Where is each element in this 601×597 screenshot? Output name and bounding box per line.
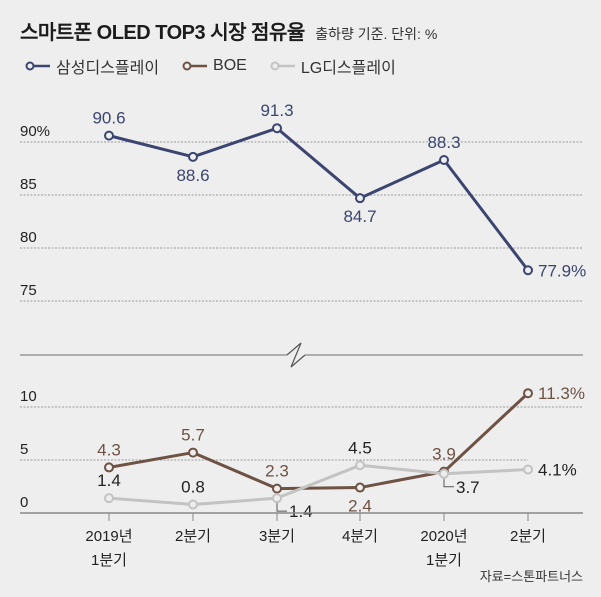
chart-title: 스마트폰 OLED TOP3 시장 점유율: [20, 22, 305, 44]
y-tick-label: 85: [20, 176, 37, 193]
data-label: 77.9%: [538, 261, 586, 280]
data-label: 88.6: [176, 166, 209, 185]
chart-subtitle: 출하량 기준. 단위: %: [315, 26, 438, 42]
data-label: 4.3: [97, 440, 121, 459]
data-label: 3.7: [456, 478, 480, 497]
legend-marker-icon: [270, 61, 295, 71]
data-point: [439, 155, 449, 166]
data-label: 4.5: [348, 438, 372, 457]
y-tick-label: 90%: [20, 123, 50, 140]
x-tick-label: 4분기: [342, 528, 378, 545]
data-label: 0.8: [181, 478, 205, 497]
data-label: 1.4: [97, 471, 121, 490]
data-label: 1.4: [289, 502, 313, 521]
legend: 삼성디스플레이 BOE LG디스플레이: [24, 54, 418, 78]
x-tick-label: 3분기: [259, 528, 295, 545]
data-label: 2.4: [348, 497, 372, 516]
series-line-LG디스플레이: [108, 463, 529, 507]
data-label: 4.1%: [538, 461, 577, 480]
x-tick-label: 2020년: [420, 528, 467, 545]
x-tick-label: 2분기: [175, 528, 211, 545]
legend-marker-icon: [182, 61, 208, 71]
x-tick-label: 2019년: [85, 528, 132, 545]
data-point: [104, 462, 114, 473]
data-label: 91.3: [260, 101, 293, 120]
y-tick-label: 80: [20, 229, 37, 246]
data-point: [188, 151, 198, 162]
data-point: [523, 464, 533, 475]
data-point: [272, 493, 282, 504]
callout-connector: [276, 503, 287, 512]
source-note: 자료=스톤파트너스: [479, 569, 583, 584]
series-line-BOE: [108, 392, 530, 491]
data-point: [355, 193, 365, 204]
data-point: [439, 468, 449, 479]
legend-label: 삼성디스플레이: [56, 60, 160, 77]
data-label: 5.7: [181, 426, 205, 445]
data-label: 88.3: [427, 133, 460, 152]
data-point: [355, 482, 365, 493]
x-tick-label: 2분기: [510, 528, 546, 545]
data-label: 11.3%: [538, 384, 585, 403]
data-label: 90.6: [92, 109, 125, 128]
legend-item-boe: BOE: [181, 57, 247, 75]
data-point: [104, 130, 114, 141]
title-row: 스마트폰 OLED TOP3 시장 점유율 출하량 기준. 단위: %: [20, 16, 437, 45]
axis-break-icon: [286, 342, 306, 368]
series-line-삼성디스플레이: [108, 126, 530, 272]
legend-item-samsung: 삼성디스플레이: [24, 54, 159, 78]
legend-item-lg: LG디스플레이: [269, 54, 396, 78]
data-point: [188, 499, 198, 510]
data-label: 2.3: [265, 462, 289, 481]
data-point: [188, 447, 198, 458]
y-tick-label: 0: [20, 494, 28, 511]
x-tick-label: 1분기: [426, 552, 462, 569]
data-point: [272, 483, 282, 494]
x-tick-label: 1분기: [91, 552, 127, 569]
data-point: [355, 460, 365, 471]
legend-marker-icon: [25, 61, 50, 71]
y-tick-label: 5: [20, 441, 28, 458]
data-point: [272, 123, 282, 134]
data-label: 3.9: [432, 445, 456, 464]
y-tick-label: 75: [20, 282, 37, 299]
data-label: 84.7: [343, 207, 376, 226]
legend-label: BOE: [213, 57, 247, 74]
data-point: [523, 388, 533, 399]
legend-label: LG디스플레이: [300, 60, 396, 77]
data-point: [523, 265, 533, 276]
callout-connector: [443, 478, 454, 488]
y-tick-label: 10: [20, 388, 37, 405]
data-point: [104, 493, 114, 504]
